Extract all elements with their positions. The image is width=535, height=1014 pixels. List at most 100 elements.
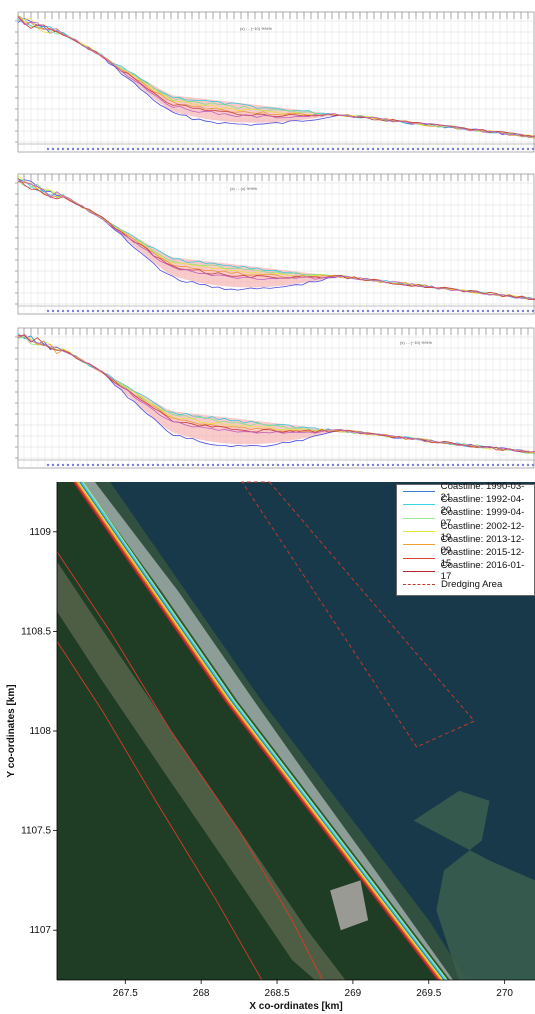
band-marker [301, 463, 305, 467]
band-marker [526, 309, 530, 313]
band-marker [171, 463, 175, 467]
band-marker [251, 463, 255, 467]
band-marker [361, 309, 365, 313]
band-marker [51, 463, 55, 467]
band-marker [81, 147, 85, 151]
band-marker [446, 309, 450, 313]
band-marker [266, 309, 270, 313]
band-marker [311, 147, 315, 151]
band-marker [251, 309, 255, 313]
x-tick-label: 270 [496, 988, 513, 999]
legend-swatch [403, 557, 435, 559]
band-marker [306, 463, 310, 467]
band-marker [81, 309, 85, 313]
band-marker [361, 463, 365, 467]
band-marker [376, 309, 380, 313]
band-marker [451, 309, 455, 313]
band-marker [111, 463, 115, 467]
band-marker [526, 463, 530, 467]
band-marker [131, 147, 135, 151]
band-marker [381, 309, 385, 313]
legend-swatch [403, 570, 435, 572]
band-marker [186, 147, 190, 151]
legend-item: Coastline: 1999-04-07 [397, 507, 534, 529]
series-line-7 [241, 481, 476, 748]
band-marker [76, 147, 80, 151]
x-axis-label: X co-ordinates [km] [249, 1001, 342, 1012]
band-marker [296, 147, 300, 151]
legend-item: Coastline: 2013-12-09 [397, 534, 534, 556]
band-marker [416, 147, 420, 151]
profile-line [17, 16, 535, 138]
band-marker [206, 147, 210, 151]
band-marker [471, 147, 475, 151]
band-marker [501, 147, 505, 151]
industrial-area [330, 880, 369, 931]
y-axis-label: Y co-ordinates [km] [6, 684, 17, 777]
band-marker [321, 309, 325, 313]
band-marker [196, 309, 200, 313]
band-marker [476, 147, 480, 151]
band-marker [81, 463, 85, 467]
legend-swatch [403, 504, 435, 506]
band-marker [511, 309, 515, 313]
band-marker [386, 147, 390, 151]
band-marker [441, 463, 445, 467]
headland [413, 790, 535, 980]
band-marker [101, 147, 105, 151]
band-marker [391, 147, 395, 151]
band-marker [121, 147, 125, 151]
band-marker [141, 147, 145, 151]
series-line-2 [82, 481, 448, 981]
band-marker [136, 147, 140, 151]
band-marker [186, 309, 190, 313]
band-marker [516, 463, 520, 467]
band-marker [46, 147, 50, 151]
band-marker [406, 147, 410, 151]
band-marker [176, 463, 180, 467]
band-marker [376, 463, 380, 467]
legend-label: Coastline: 2016-01-17 [440, 560, 525, 583]
band-marker [281, 309, 285, 313]
profile-panel-1: (x) - - (−10) %%% [0, 6, 535, 162]
band-marker [506, 309, 510, 313]
band-marker [381, 463, 385, 467]
band-marker [516, 147, 520, 151]
band-marker [481, 147, 485, 151]
band-marker [441, 309, 445, 313]
band-marker [526, 147, 530, 151]
band-marker [61, 147, 65, 151]
band-marker [191, 309, 195, 313]
band-marker [121, 309, 125, 313]
legend-label: Coastline: 1992-04-20 [440, 493, 525, 516]
band-marker [496, 309, 500, 313]
band-marker [116, 309, 120, 313]
band-marker [86, 147, 90, 151]
band-marker [436, 463, 440, 467]
band-marker [351, 463, 355, 467]
band-marker [46, 463, 50, 467]
band-marker [431, 463, 435, 467]
band-marker [221, 463, 225, 467]
band-marker [56, 463, 60, 467]
band-marker [66, 463, 70, 467]
contour-line-1 [56, 641, 263, 981]
band-marker [361, 147, 365, 151]
band-marker [291, 309, 295, 313]
band-marker [366, 463, 370, 467]
band-marker [221, 309, 225, 313]
band-marker [111, 309, 115, 313]
band-marker [471, 309, 475, 313]
band-marker [436, 147, 440, 151]
band-marker [286, 463, 290, 467]
band-marker [261, 309, 265, 313]
legend-swatch [403, 584, 435, 586]
band-marker [246, 463, 250, 467]
band-marker [401, 147, 405, 151]
band-marker [336, 463, 340, 467]
band-marker [486, 309, 490, 313]
band-marker [151, 147, 155, 151]
band-marker [186, 463, 190, 467]
legend-item: Dredging Area [397, 578, 534, 591]
band-marker [61, 463, 65, 467]
